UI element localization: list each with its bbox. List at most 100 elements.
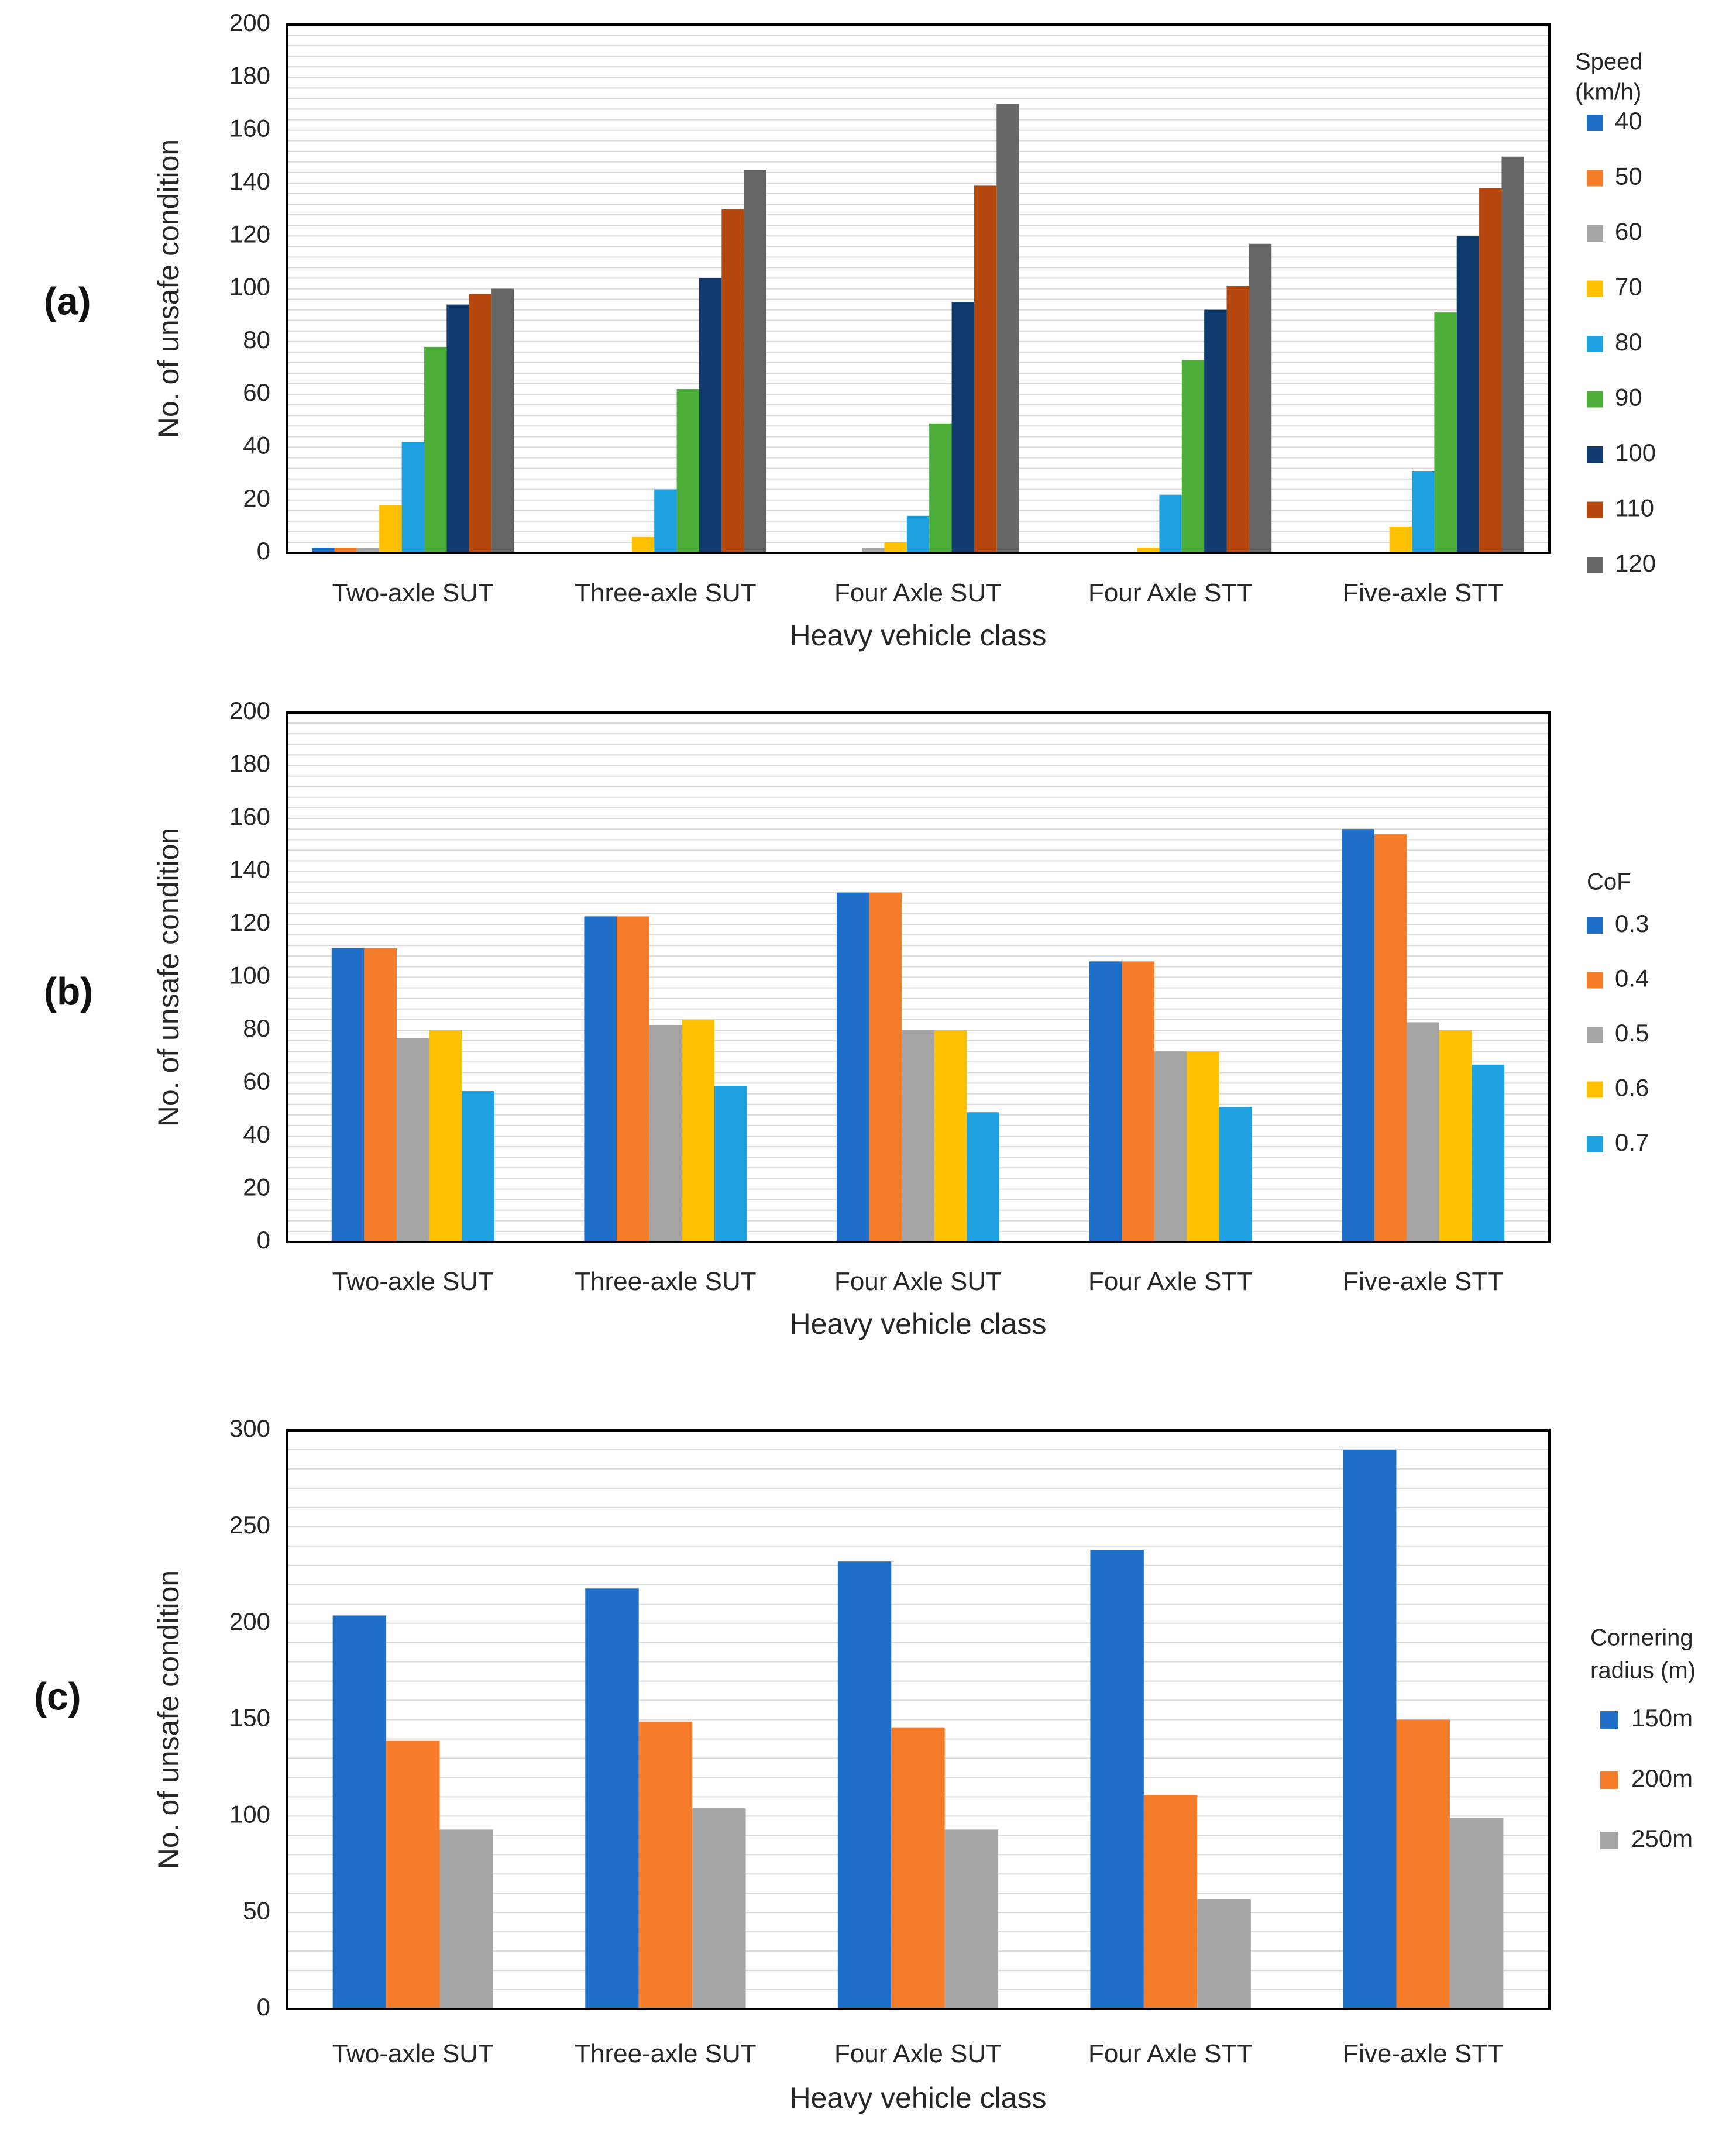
bar-0.4-3 <box>1122 961 1154 1242</box>
x-axis-title: Heavy vehicle class <box>789 1308 1046 1340</box>
bar-0.7-1 <box>714 1086 747 1242</box>
bar-200m-1 <box>638 1721 693 2009</box>
y-tick-label: 160 <box>229 115 270 142</box>
bar-200m-3 <box>1143 1795 1198 2009</box>
bar-70-4 <box>1389 526 1412 553</box>
x-axis-title: Heavy vehicle class <box>789 2081 1046 2114</box>
bar-0.7-4 <box>1472 1064 1505 1242</box>
bar-0.6-2 <box>934 1030 967 1242</box>
bar-0.7-0 <box>462 1091 494 1242</box>
legend-label: 0.4 <box>1615 965 1649 992</box>
y-tick-label: 50 <box>243 1897 270 1924</box>
bar-150m-1 <box>585 1588 639 2009</box>
bar-0.3-4 <box>1342 829 1374 1242</box>
plot-frame <box>286 1429 1551 2010</box>
panel-label: (b) <box>44 969 93 1013</box>
legend-swatch <box>1587 115 1603 131</box>
chart-panel-a: (a) 0 20 40 60 80 100 120 140 160 180 200 Two-axle S… <box>44 9 1656 652</box>
y-tick-label: 120 <box>229 909 270 936</box>
bar-90-2 <box>929 423 952 553</box>
y-tick-label: 150 <box>229 1704 270 1732</box>
legend-label: 60 <box>1615 218 1642 245</box>
legend-label: 70 <box>1615 273 1642 301</box>
bar-0.7-2 <box>967 1112 999 1242</box>
bar-0.5-3 <box>1154 1051 1187 1242</box>
legend-title: (km/h) <box>1575 80 1641 105</box>
x-category-label: Three-axle SUT <box>575 1267 757 1296</box>
legend: Cornering radius (m) 150m 200m 250m <box>1590 1625 1696 1853</box>
y-tick-label: 140 <box>229 167 270 195</box>
x-category-label: Two-axle SUT <box>332 2039 494 2068</box>
panel-label: (c) <box>34 1674 81 1718</box>
y-tick-label: 20 <box>243 484 270 512</box>
bar-80-2 <box>906 515 930 553</box>
x-category-label: Four Axle STT <box>1088 2039 1253 2068</box>
y-tick-label: 300 <box>229 1415 270 1442</box>
legend-swatch <box>1587 391 1603 408</box>
bar-0.6-0 <box>429 1030 462 1242</box>
bar-150m-4 <box>1343 1449 1397 2009</box>
bar-0.5-1 <box>649 1024 682 1242</box>
x-category-label: Four Axle STT <box>1088 1267 1253 1296</box>
legend-title: Speed <box>1575 49 1643 75</box>
bar-250m-2 <box>944 1829 999 2009</box>
bar-40-0 <box>312 547 335 553</box>
bar-90-1 <box>676 389 699 553</box>
y-tick-label: 200 <box>229 1608 270 1635</box>
y-tick-label: 100 <box>229 1800 270 1828</box>
y-tick-label: 0 <box>257 537 270 565</box>
bar-150m-2 <box>837 1561 892 2009</box>
y-axis-title: No. of unsafe condition <box>152 1570 185 1869</box>
bar-150m-0 <box>332 1615 387 2009</box>
bar-80-3 <box>1159 494 1182 553</box>
y-tick-label: 200 <box>229 697 270 724</box>
bar-100-1 <box>699 278 722 553</box>
chart-panel-b: (b) 0 20 40 60 80 100 120 140 160 180 200 Two-axle S… <box>44 697 1649 1340</box>
bar-120-0 <box>491 288 514 553</box>
legend: CoF 0.3 0.4 0.5 0.6 0.7 <box>1587 869 1649 1156</box>
bar-120-2 <box>996 104 1019 553</box>
x-category-label: Three-axle SUT <box>575 579 757 607</box>
legend-label: 80 <box>1615 328 1642 356</box>
bar-120-4 <box>1501 156 1524 553</box>
y-tick-label: 80 <box>243 1014 270 1042</box>
bar-250m-4 <box>1449 1818 1504 2009</box>
bar-70-0 <box>379 505 402 553</box>
y-tick-label: 60 <box>243 1068 270 1095</box>
legend-swatch <box>1587 170 1603 187</box>
y-tick-label: 100 <box>229 962 270 989</box>
legend-swatch <box>1600 1771 1618 1789</box>
y-tick-label: 80 <box>243 326 270 353</box>
legend-swatch <box>1587 1027 1603 1043</box>
bar-0.4-2 <box>869 892 902 1242</box>
bar-150m-3 <box>1090 1550 1144 2009</box>
legend-swatch <box>1587 501 1603 518</box>
bar-110-0 <box>469 294 492 553</box>
y-tick-label: 180 <box>229 61 270 89</box>
legend-label: 40 <box>1615 107 1642 135</box>
x-axis-title: Heavy vehicle class <box>789 619 1046 652</box>
legend-label: 0.7 <box>1615 1129 1649 1156</box>
legend-swatch <box>1600 1832 1618 1849</box>
legend-swatch <box>1587 1136 1603 1152</box>
y-axis-title: No. of unsafe condition <box>152 828 185 1127</box>
y-axis-title: No. of unsafe condition <box>152 139 185 438</box>
bar-250m-0 <box>439 1829 493 2009</box>
bar-0.4-1 <box>617 916 649 1242</box>
y-tick-label: 200 <box>229 9 270 36</box>
bar-120-1 <box>744 170 767 553</box>
bar-110-2 <box>974 185 997 553</box>
legend-swatch <box>1587 225 1603 242</box>
bar-0.4-0 <box>364 948 397 1242</box>
legend-label: 110 <box>1615 494 1654 522</box>
bar-0.3-3 <box>1089 961 1122 1242</box>
bar-100-3 <box>1204 309 1227 553</box>
bar-80-1 <box>654 489 677 553</box>
bar-200m-0 <box>386 1740 440 2009</box>
bar-80-4 <box>1412 471 1435 553</box>
bars <box>312 104 1524 553</box>
bar-90-4 <box>1434 312 1457 553</box>
x-category-label: Four Axle STT <box>1088 579 1253 607</box>
